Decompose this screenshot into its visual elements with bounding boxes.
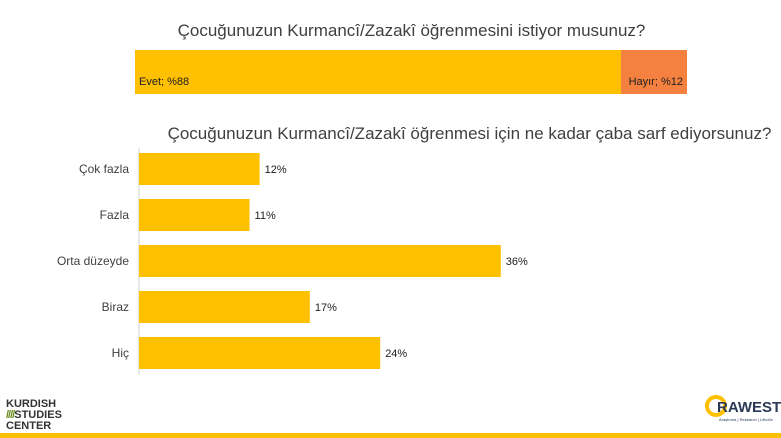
category-label-0: Çok fazla [79,162,129,176]
bar-2 [139,245,501,277]
category-label-2: Orta düzeyde [57,254,129,268]
logo-slashes: //// [6,409,15,421]
footer-accent-line [0,433,781,438]
stacked-bar: Evet; %88 Hayır; %12 [135,50,687,94]
bar-segment-hayir: Hayır; %12 [620,50,687,94]
kurdish-studies-center-logo: KURDISH ////STUDIES CENTER [6,399,62,432]
bar-4 [139,337,381,369]
data-label-evet: Evet; %88 [139,76,190,88]
rawest-logo: RAWEST Araştırma | Research | Lêkolîn [705,395,781,431]
chart2-title: Çocuğunuzun Kurmancî/Zazakî öğrenmesi iç… [167,124,772,143]
logo-line-2-text: STUDIES [14,409,62,421]
value-label-0: 12% [265,164,287,176]
category-label-3: Biraz [102,300,129,314]
value-label-4: 24% [385,348,407,360]
chart1-title: Çocuğunuzun Kurmancî/Zazakî öğrenmesini … [177,21,646,40]
bar-1 [139,199,250,231]
rawest-tagline: Araştırma | Research | Lêkolîn [719,417,773,422]
rawest-ring-icon [705,395,727,417]
rawest-wordmark: RAWEST [717,399,781,416]
data-label-hayir: Hayır; %12 [628,76,683,88]
bar-0 [139,153,260,185]
logo-line-2: ////STUDIES [6,410,62,421]
category-label-4: Hiç [112,346,129,360]
bar-3 [139,291,310,323]
bar-segment-evet: Evet; %88 [135,50,621,94]
category-label-1: Fazla [100,208,130,222]
logo-line-3: CENTER [6,420,52,432]
logo-line-1: KURDISH [6,398,57,410]
value-label-1: 11% [255,210,276,222]
value-label-3: 17% [315,302,337,314]
value-label-2: 36% [506,256,528,268]
